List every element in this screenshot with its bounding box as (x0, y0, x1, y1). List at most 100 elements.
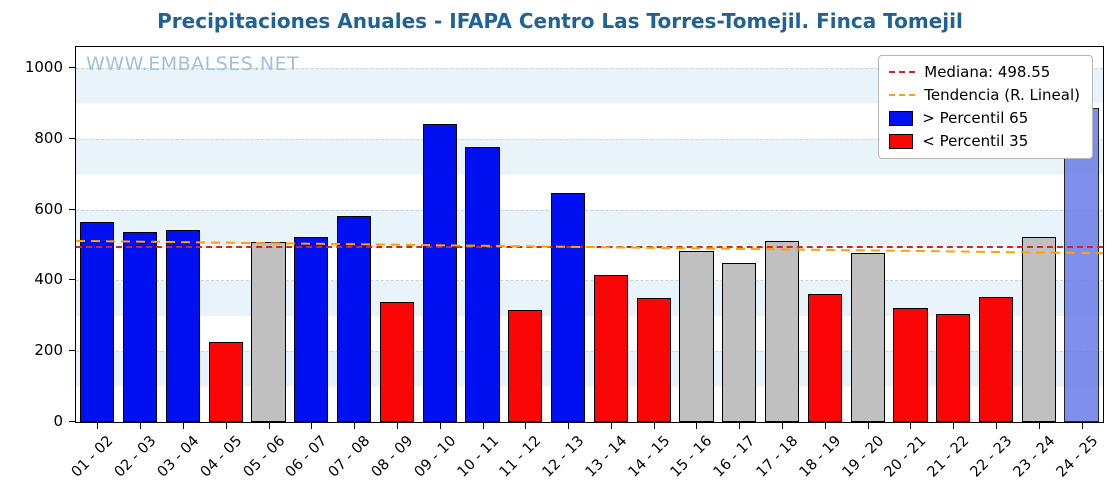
bar-12-13 (550, 192, 586, 422)
bar-17-18 (764, 240, 800, 422)
xtick-label-20-21: 20 - 21 (882, 433, 930, 481)
xtick-label-19-20: 19 - 20 (839, 433, 887, 481)
ytick-mark (69, 350, 75, 352)
legend-item-median: Mediana: 498.55 (889, 63, 1080, 81)
legend-item-trend: Tendencia (R. Lineal) (889, 86, 1080, 104)
ytick-mark (69, 279, 75, 281)
xtick-label-10-11: 10 - 11 (454, 433, 502, 481)
gridline-800 (76, 138, 1103, 140)
bar-19-20 (850, 252, 885, 422)
bar-09-10 (422, 124, 457, 422)
legend-median-label: Mediana: 498.55 (924, 63, 1051, 81)
xtick-label-03-04: 03 - 04 (154, 433, 203, 481)
ytick-mark (69, 208, 75, 210)
xtick-mark (696, 423, 698, 429)
gridline-400 (76, 280, 1103, 282)
median-line-sample (889, 71, 916, 73)
xtick-mark (1038, 423, 1040, 429)
legend-p65-label: > Percentil 65 (922, 109, 1029, 127)
xtick-mark (311, 423, 313, 429)
ytick-label-1000: 1000 (24, 58, 63, 77)
bar-13-14 (593, 275, 628, 422)
xtick-mark (140, 423, 142, 429)
bars-layer (76, 47, 1103, 422)
bar-18-19 (807, 293, 842, 422)
xtick-mark (182, 423, 184, 429)
xtick-mark (1081, 423, 1083, 429)
bar-07-08 (337, 216, 372, 422)
legend: Mediana: 498.55 Tendencia (R. Lineal) > … (878, 55, 1093, 159)
xtick-label-14-15: 14 - 15 (625, 433, 674, 481)
xtick-label-11-12: 11 - 12 (496, 433, 545, 481)
bar-10-11 (465, 147, 500, 422)
gridline-200 (76, 351, 1103, 353)
ytick-label-800: 800 (34, 128, 63, 147)
xtick-label-16-17: 16 - 17 (710, 433, 759, 481)
bar-15-16 (679, 251, 714, 422)
bar-06-07 (294, 236, 329, 422)
bar-11-12 (508, 309, 543, 422)
plot-area: WWW.EMBALSES.NET Mediana: 498.55 Tendenc… (75, 46, 1104, 423)
bar-20-21 (893, 308, 928, 422)
xtick-mark (782, 423, 784, 429)
xtick-label-22-23: 22 - 23 (967, 433, 1016, 481)
xtick-mark (568, 423, 570, 429)
xtick-mark (739, 423, 741, 429)
xtick-label-06-07: 06 - 07 (283, 433, 331, 481)
xtick-mark (482, 423, 484, 429)
xtick-mark (824, 423, 826, 429)
xtick-mark (525, 423, 527, 429)
bar-22-23 (978, 297, 1014, 422)
ytick-label-200: 200 (34, 341, 63, 360)
gridline-600 (76, 209, 1103, 211)
xtick-mark (268, 423, 270, 429)
xtick-label-15-16: 15 - 16 (668, 433, 716, 481)
bar-23-24 (1021, 236, 1056, 422)
xtick-label-01-02: 01 - 02 (69, 433, 117, 481)
bar-01-02 (80, 222, 115, 422)
bar-08-09 (379, 301, 415, 422)
bar-05-06 (251, 242, 286, 422)
bar-14-15 (636, 298, 671, 422)
legend-item-p35: < Percentil 35 (889, 132, 1080, 150)
xtick-mark (225, 423, 227, 429)
xtick-mark (354, 423, 356, 429)
gridline-1000 (76, 68, 1103, 70)
ytick-label-600: 600 (34, 199, 63, 218)
legend-p35-label: < Percentil 35 (922, 132, 1029, 150)
bar-03-04 (165, 230, 201, 422)
xtick-label-08-09: 08 - 09 (368, 433, 417, 481)
bar-02-03 (123, 231, 158, 422)
p65-color-patch (889, 110, 914, 126)
bar-21-22 (936, 314, 971, 422)
trend-line-sample (889, 94, 916, 96)
xtick-label-24-25: 24 - 25 (1053, 433, 1101, 481)
ytick-mark (69, 67, 75, 69)
xtick-label-05-06: 05 - 06 (240, 433, 288, 481)
trend-line (76, 239, 1103, 255)
chart-title: Precipitaciones Anuales - IFAPA Centro L… (157, 9, 963, 33)
xtick-label-23-24: 23 - 24 (1010, 433, 1059, 481)
xtick-mark (867, 423, 869, 429)
ytick-label-400: 400 (34, 270, 63, 289)
xtick-label-21-22: 21 - 22 (924, 433, 973, 481)
ytick-mark (69, 421, 75, 422)
xtick-label-07-08: 07 - 08 (325, 433, 374, 481)
xtick-label-02-03: 02 - 03 (111, 433, 160, 481)
xtick-label-13-14: 13 - 14 (582, 433, 631, 481)
xtick-mark (439, 423, 441, 429)
xtick-label-09-10: 09 - 10 (411, 433, 460, 481)
legend-trend-label: Tendencia (R. Lineal) (924, 86, 1080, 104)
watermark: WWW.EMBALSES.NET (86, 53, 300, 75)
xtick-mark (953, 423, 955, 429)
xtick-label-18-19: 18 - 19 (796, 433, 845, 481)
bar-04-05 (208, 342, 243, 422)
xtick-label-17-18: 17 - 18 (753, 433, 802, 481)
bar-24-25 (1064, 107, 1099, 422)
xtick-mark (996, 423, 998, 429)
bar-16-17 (722, 263, 757, 422)
xtick-mark (653, 423, 655, 429)
ytick-mark (69, 137, 75, 139)
xtick-mark (910, 423, 912, 429)
